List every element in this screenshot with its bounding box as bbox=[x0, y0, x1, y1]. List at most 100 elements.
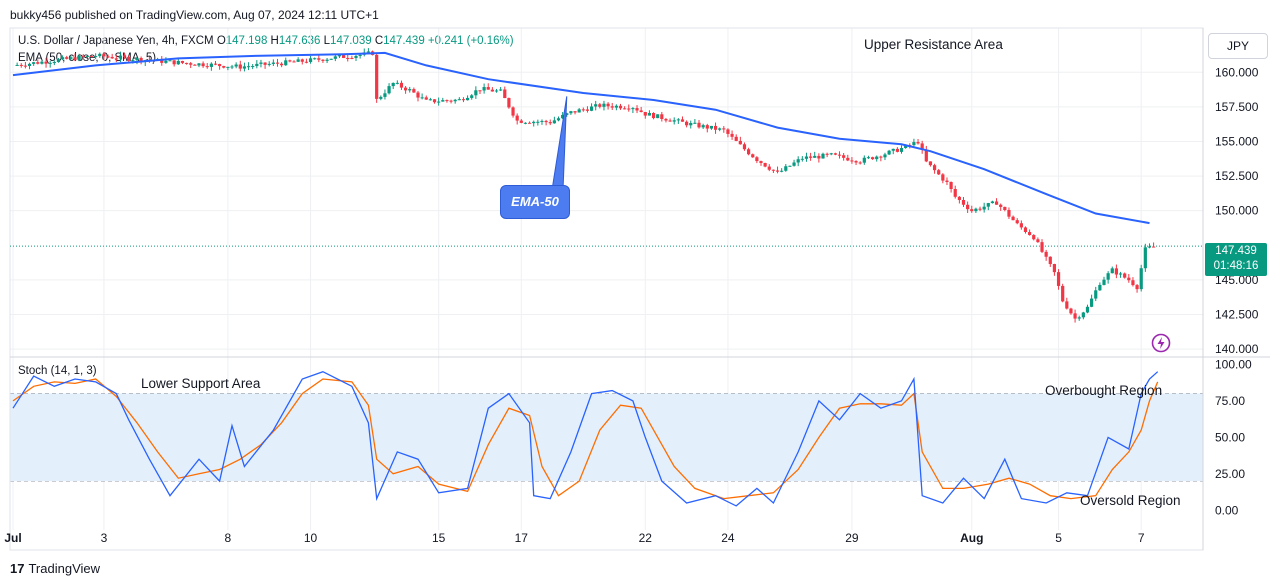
candle bbox=[862, 155, 866, 165]
candle bbox=[304, 58, 309, 64]
candle bbox=[540, 119, 544, 125]
candle-body bbox=[589, 106, 594, 111]
candle bbox=[56, 58, 61, 63]
candle-body bbox=[573, 111, 577, 113]
candle-body bbox=[577, 109, 581, 113]
candle bbox=[825, 152, 829, 158]
candle-body bbox=[970, 209, 974, 212]
time-tick-label: 15 bbox=[432, 531, 446, 545]
publish-line: bukky456 published on TradingView.com, A… bbox=[10, 8, 379, 22]
candle-body bbox=[73, 57, 77, 61]
candle bbox=[536, 119, 540, 126]
lightning-icon[interactable] bbox=[1151, 333, 1171, 353]
stoch-legend[interactable]: Stoch (14, 1, 3) bbox=[18, 365, 97, 377]
candle-body bbox=[118, 55, 123, 59]
candle bbox=[705, 123, 709, 133]
candle-body bbox=[453, 99, 457, 102]
candle bbox=[982, 202, 986, 213]
candle-body bbox=[1015, 220, 1019, 224]
time-tick-label: 5 bbox=[1055, 531, 1062, 545]
candle bbox=[808, 152, 813, 161]
symbol-legend[interactable]: U.S. Dollar / Japanese Yen, 4h, FXCM O14… bbox=[18, 35, 514, 47]
candle bbox=[701, 123, 705, 129]
candle bbox=[44, 57, 48, 68]
candle bbox=[507, 97, 511, 109]
candle bbox=[842, 153, 846, 161]
candle-body bbox=[532, 121, 536, 124]
candle-body bbox=[862, 157, 866, 163]
stoch-tick-label: 100.00 bbox=[1215, 357, 1252, 371]
candle bbox=[503, 86, 507, 99]
candle-body bbox=[742, 144, 747, 150]
candle bbox=[201, 61, 205, 68]
candle-body bbox=[1065, 301, 1069, 309]
candle-body bbox=[44, 61, 48, 64]
candle-body bbox=[606, 103, 610, 107]
candle bbox=[614, 104, 618, 111]
ema-legend[interactable]: EMA (50, close, 0, SMA, 5) bbox=[18, 52, 157, 64]
candle-body bbox=[796, 159, 800, 163]
candle bbox=[527, 121, 532, 124]
overbought-label: Overbought Region bbox=[1045, 383, 1163, 398]
candle-body bbox=[614, 105, 618, 108]
candle-body bbox=[1118, 273, 1123, 275]
candle bbox=[189, 61, 193, 69]
candle-body bbox=[730, 133, 734, 137]
candle-body bbox=[478, 90, 482, 92]
candle bbox=[412, 87, 416, 93]
candle bbox=[428, 97, 432, 101]
candle-body bbox=[308, 58, 313, 63]
candle bbox=[639, 106, 643, 113]
candle-body bbox=[1127, 277, 1131, 281]
candle-body bbox=[1143, 247, 1147, 269]
candle bbox=[441, 97, 445, 102]
candle-body bbox=[213, 63, 218, 65]
time-tick-label: 24 bbox=[721, 531, 735, 545]
candle-body bbox=[127, 56, 131, 61]
candle-body bbox=[1011, 216, 1015, 221]
candle-body bbox=[953, 188, 957, 197]
candle-body bbox=[656, 114, 660, 119]
candle-body bbox=[449, 100, 453, 102]
candle bbox=[627, 104, 631, 112]
candle-body bbox=[784, 166, 788, 171]
low-value: 147.039 bbox=[330, 35, 372, 47]
candle-body bbox=[552, 120, 556, 124]
candle bbox=[1152, 242, 1156, 248]
ema-line-group bbox=[12, 51, 1150, 225]
candle bbox=[875, 155, 879, 162]
candle bbox=[755, 156, 759, 164]
candle bbox=[664, 117, 668, 123]
last-price-value: 147.439 bbox=[1215, 245, 1257, 257]
currency-button[interactable]: JPY bbox=[1208, 33, 1268, 59]
candle bbox=[854, 160, 858, 166]
candle bbox=[308, 55, 313, 64]
candle-body bbox=[81, 55, 85, 57]
ema-callout: EMA-50 bbox=[500, 185, 570, 219]
stoch-band-fill bbox=[10, 393, 1203, 482]
candle bbox=[1011, 215, 1015, 221]
candle bbox=[180, 60, 185, 65]
candle-body bbox=[284, 60, 288, 66]
open-label: O bbox=[216, 35, 226, 47]
candle-body bbox=[755, 157, 759, 162]
close-label: C bbox=[374, 35, 384, 47]
candle bbox=[246, 62, 251, 71]
tradingview-logo[interactable]: 17 TradingView bbox=[10, 561, 100, 576]
candle-body bbox=[527, 122, 532, 124]
candle-body bbox=[800, 158, 804, 160]
candle bbox=[98, 52, 102, 58]
candle-body bbox=[94, 56, 98, 58]
candle-body bbox=[895, 148, 899, 152]
candle bbox=[19, 63, 23, 68]
candle bbox=[676, 118, 680, 124]
candle-body bbox=[817, 155, 821, 159]
candle-body bbox=[1052, 264, 1057, 273]
candle bbox=[288, 59, 292, 63]
candle-body bbox=[189, 63, 193, 65]
candle-body bbox=[639, 110, 643, 113]
candle-body bbox=[581, 109, 585, 111]
candle-body bbox=[292, 61, 296, 63]
candle-body bbox=[672, 120, 676, 122]
